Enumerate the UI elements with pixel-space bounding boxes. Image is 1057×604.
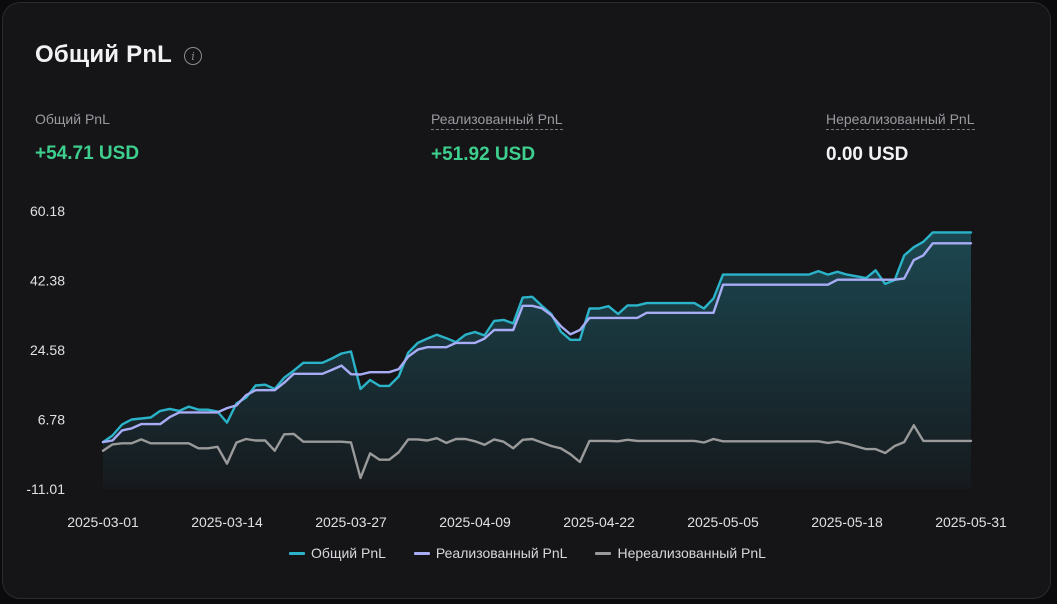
legend-swatch-unrealized [595,551,612,555]
stat-realized-label[interactable]: Реализованный PnL [431,111,563,130]
y-tick-label: 6.78 [38,412,65,428]
legend-swatch-total [289,551,306,555]
legend-swatch-realized [413,551,430,555]
stat-unrealized: Нереализованный PnL 0.00 USD [826,111,975,166]
stat-total-value: +54.71 USD [35,143,140,164]
stat-unrealized-value: 0.00 USD [826,144,909,165]
series-line-2[interactable] [101,424,973,480]
legend-item-unrealized[interactable]: Нереализованный PnL [595,545,766,561]
legend-label-realized: Реализованный PnL [435,545,568,561]
y-tick-label: 24.58 [30,342,65,358]
series-line-0[interactable] [101,231,973,444]
stat-total-label: Общий PnL [35,111,110,127]
x-tick-label: 2025-03-14 [191,514,263,530]
y-tick-label: 42.38 [30,273,65,289]
x-tick-label: 2025-05-31 [935,514,1007,530]
x-tick-label: 2025-04-09 [439,514,511,530]
x-tick-label: 2025-04-22 [563,514,635,530]
title-row: Общий PnL i [35,41,203,69]
card-title: Общий PnL [35,41,173,68]
series-area-0 [103,232,971,489]
stat-realized: Реализованный PnL +51.92 USD [431,111,563,166]
y-tick-label: 60.18 [30,203,65,219]
x-tick-label: 2025-03-27 [315,514,387,530]
series-line-1[interactable] [101,242,973,444]
chart-legend: Общий PnL Реализованный PnL Нереализован… [3,545,1052,561]
y-tick-label: -11.01 [26,481,65,497]
legend-item-realized[interactable]: Реализованный PnL [413,545,568,561]
x-tick-label: 2025-03-01 [67,514,139,530]
pnl-line-chart[interactable]: 60.18 42.38 24.58 6.78 -11.01 2025-03-01 2025-… [3,3,1052,600]
stat-unrealized-label[interactable]: Нереализованный PnL [826,111,975,130]
legend-item-total[interactable]: Общий PnL [289,545,386,561]
stat-total: Общий PnL +54.71 USD [35,111,139,165]
legend-label-unrealized: Нереализованный PnL [617,545,766,561]
x-tick-label: 2025-05-18 [811,514,883,530]
x-tick-label: 2025-05-05 [687,514,759,530]
legend-label-total: Общий PnL [311,545,386,561]
stat-realized-value: +51.92 USD [431,144,536,165]
info-icon[interactable]: i [184,47,203,65]
